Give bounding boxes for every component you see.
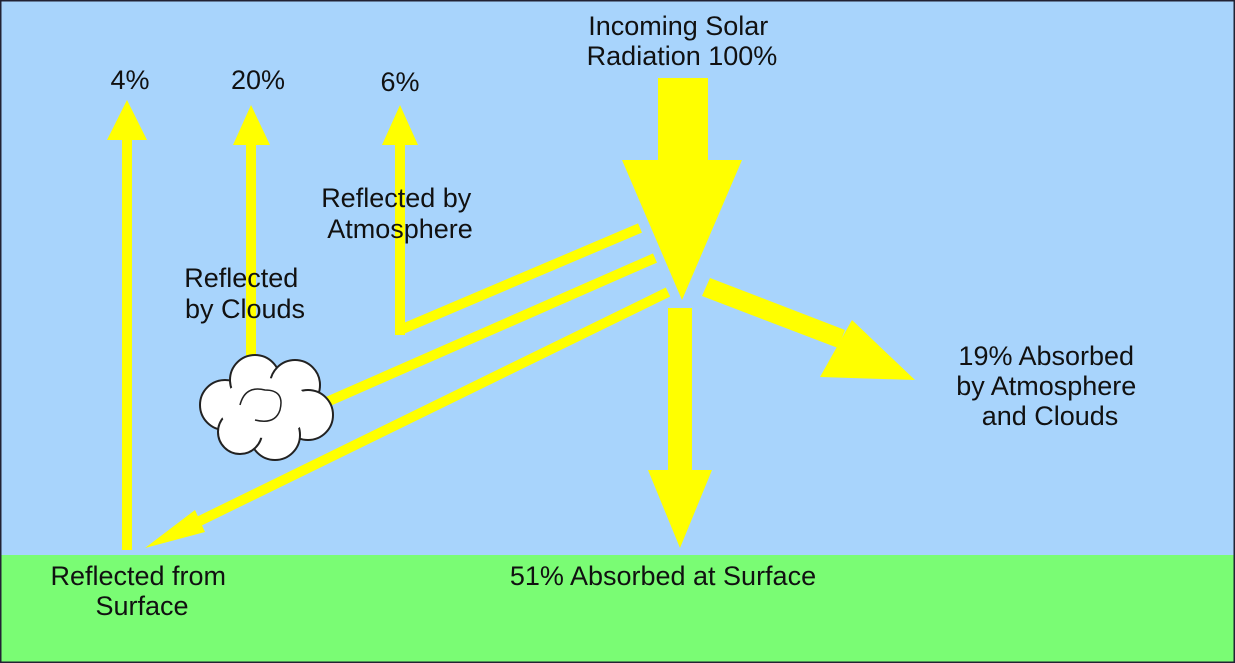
cloud <box>199 354 334 461</box>
absorbed-atmosphere-label: 19% Absorbed by Atmosphere and Clouds <box>956 341 1144 431</box>
incoming-label: Incoming Solar Radiation 100% <box>587 11 778 71</box>
atmosphere-absorb-arrow <box>702 278 915 380</box>
cloud-reflect-arrow <box>233 105 270 360</box>
atmosphere-percent: 6% <box>380 67 419 97</box>
absorbed-surface-label: 51% Absorbed at Surface <box>510 561 816 591</box>
surface-absorb-arrow <box>648 308 712 548</box>
incoming-arrow <box>622 78 742 300</box>
reflected-atmosphere-label: Reflected by Atmosphere <box>321 183 479 244</box>
surface-percent: 4% <box>110 65 149 95</box>
atmosphere-reflect-arrow <box>382 105 642 335</box>
reflected-clouds-label: Reflected by Clouds <box>184 263 306 324</box>
ground <box>1 555 1234 662</box>
clouds-percent: 20% <box>231 65 285 95</box>
surface-beam <box>145 287 671 548</box>
reflected-surface-label: Reflected from Surface <box>50 561 233 621</box>
surface-reflect-arrow <box>107 100 147 550</box>
cloud-beam <box>317 253 658 410</box>
